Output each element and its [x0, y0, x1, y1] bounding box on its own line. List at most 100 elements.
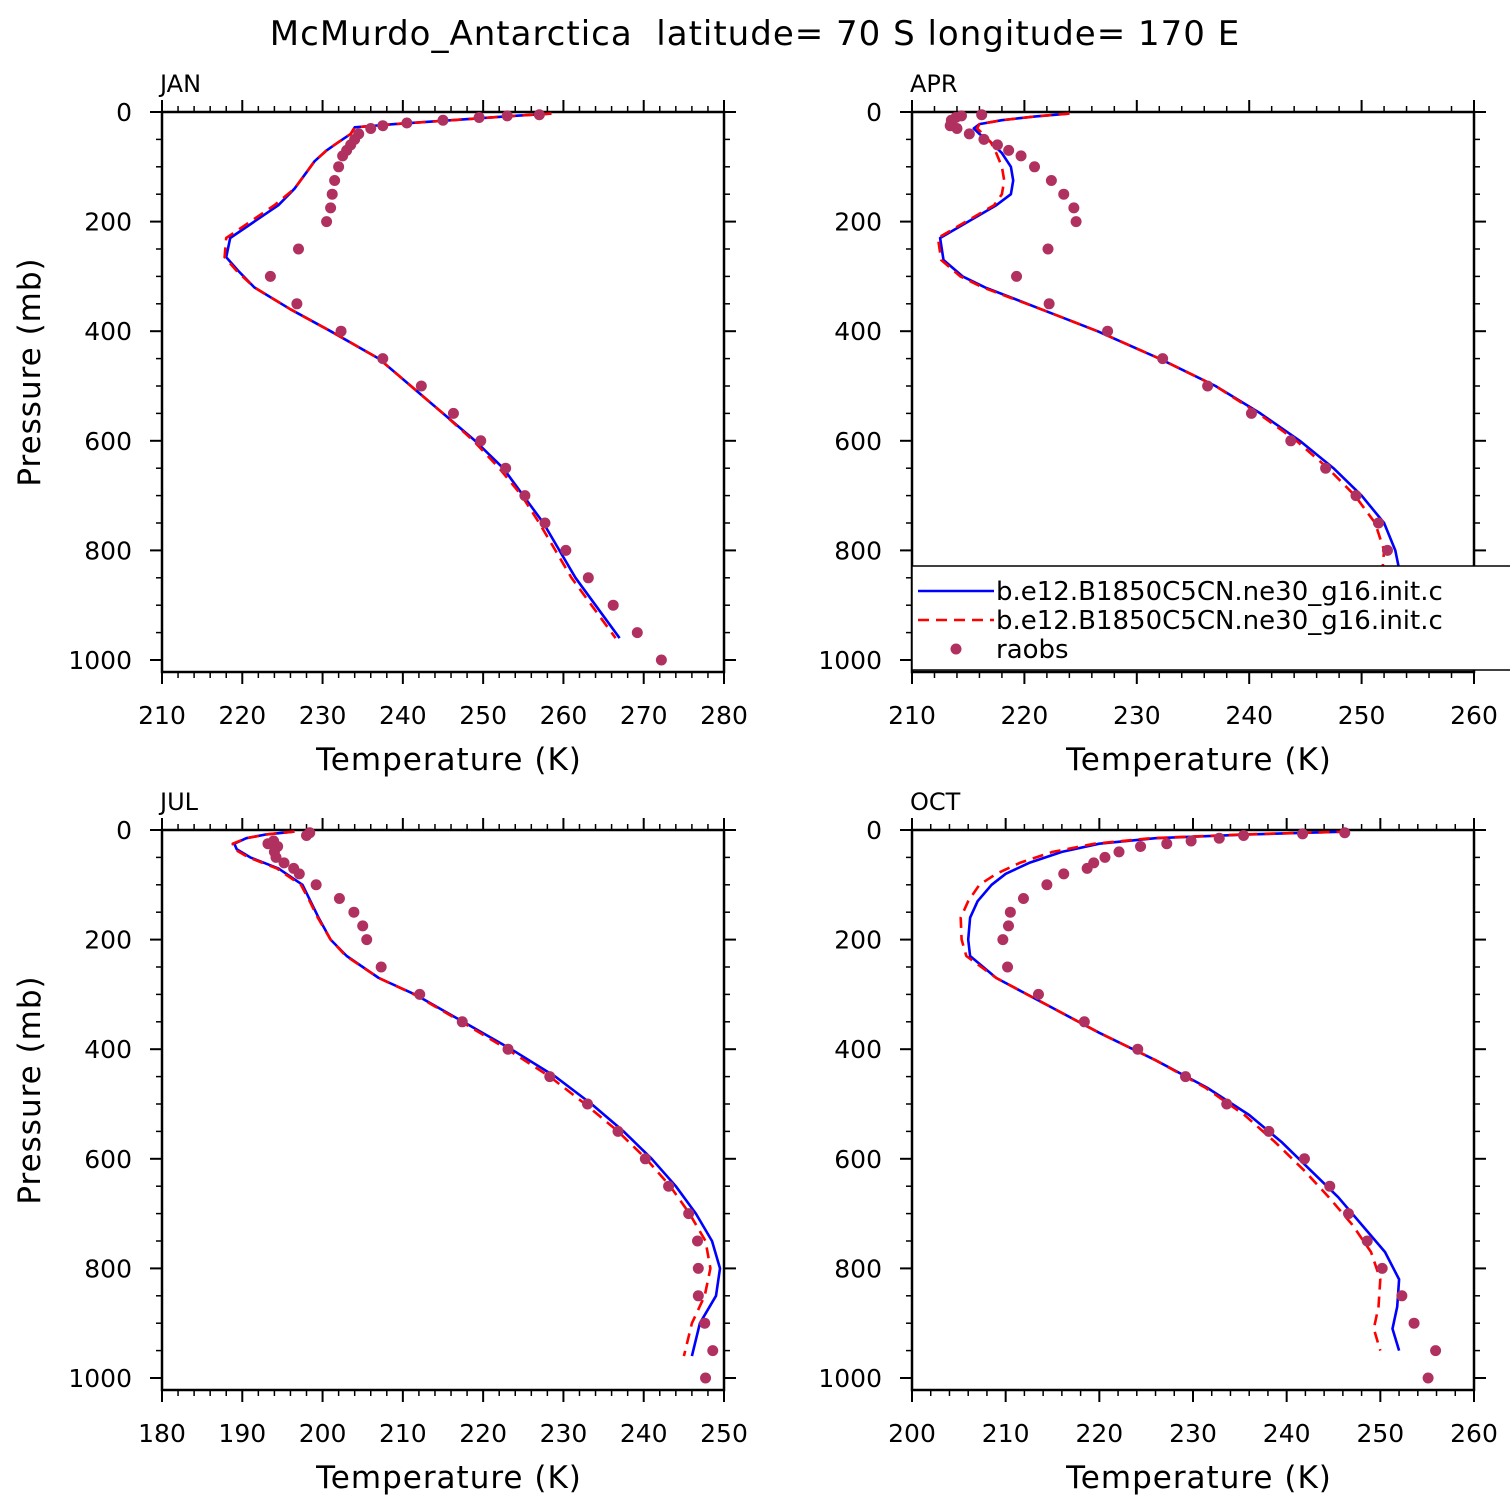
raobs-point — [655, 654, 667, 666]
legend-box — [911, 565, 1510, 671]
raobs-point — [1285, 435, 1297, 447]
series-model1-line — [938, 112, 1403, 639]
x-tick-label: 230 — [299, 701, 347, 730]
x-tick-label: 230 — [540, 1419, 588, 1448]
y-tick-label: 800 — [84, 536, 132, 565]
raobs-point — [692, 1290, 704, 1302]
raobs-point — [264, 270, 276, 282]
x-tick-label: 240 — [379, 701, 427, 730]
raobs-point — [414, 988, 426, 1000]
raobs-point — [700, 1372, 712, 1384]
x-tick-label: 220 — [1001, 701, 1049, 730]
raobs-point — [1361, 1235, 1373, 1247]
raobs-point — [501, 110, 513, 122]
x-tick-label: 250 — [1356, 1419, 1404, 1448]
y-tick-label: 200 — [84, 926, 132, 955]
raobs-point — [1135, 840, 1147, 852]
raobs-point — [1221, 1098, 1233, 1110]
raobs-point — [991, 139, 1003, 151]
raobs-point — [500, 462, 512, 474]
legend: b.e12.B1850C5CN.ne30_g16.init.cb.e12.B18… — [911, 565, 1510, 671]
y-tick-label: 600 — [834, 1145, 882, 1174]
raobs-point — [293, 868, 305, 880]
raobs-point — [692, 1262, 704, 1274]
raobs-point — [1238, 829, 1250, 841]
raobs-point — [1004, 906, 1016, 918]
raobs-point — [1376, 1262, 1388, 1274]
y-tick-label: 400 — [84, 1035, 132, 1064]
raobs-point — [1081, 862, 1093, 874]
x-tick-label: 210 — [888, 701, 936, 730]
raobs-point — [361, 934, 373, 946]
raobs-point — [1320, 462, 1332, 474]
y-tick-label: 200 — [834, 208, 882, 237]
x-tick-label: 230 — [1113, 701, 1161, 730]
series-raobs — [262, 827, 719, 1384]
y-tick-label: 800 — [84, 1254, 132, 1283]
raobs-point — [1043, 298, 1055, 310]
series-model1-line — [966, 830, 1401, 1351]
raobs-point — [1070, 216, 1082, 228]
raobs-point — [365, 122, 377, 134]
y-tick-label: 0 — [866, 98, 882, 127]
raobs-point — [357, 920, 369, 932]
raobs-point — [310, 879, 322, 891]
y-tick-label: 0 — [866, 816, 882, 845]
x-tick-label: 250 — [700, 1419, 748, 1448]
raobs-point — [415, 380, 427, 392]
panel-title: JAN — [158, 70, 201, 98]
x-tick-label: 270 — [620, 701, 668, 730]
raobs-point — [1157, 353, 1169, 365]
raobs-point — [544, 1071, 556, 1083]
x-tick-label: 260 — [1450, 1419, 1498, 1448]
x-tick-label: 240 — [1225, 701, 1273, 730]
raobs-point — [377, 353, 389, 365]
raobs-point — [333, 893, 345, 904]
raobs-point — [1003, 144, 1015, 156]
raobs-point — [1180, 1071, 1192, 1083]
raobs-point — [1213, 832, 1225, 844]
raobs-point — [1298, 1153, 1310, 1165]
raobs-point — [1011, 270, 1023, 282]
raobs-point — [1430, 1345, 1442, 1357]
raobs-point — [1185, 835, 1197, 847]
raobs-point — [539, 517, 551, 529]
x-tick-label: 230 — [1169, 1419, 1217, 1448]
series-model1-line — [233, 830, 722, 1357]
x-axis-label: Temperature (K) — [315, 742, 582, 778]
raobs-point — [1339, 827, 1351, 839]
raobs-point — [1132, 1043, 1144, 1055]
raobs-point — [612, 1125, 624, 1137]
raobs-point — [1408, 1317, 1420, 1329]
raobs-point — [1324, 1180, 1336, 1192]
x-tick-label: 240 — [620, 1419, 668, 1448]
panel-title: OCT — [910, 788, 961, 816]
y-tick-label: 400 — [834, 317, 882, 346]
x-tick-label: 210 — [379, 1419, 427, 1448]
raobs-point — [1032, 988, 1044, 1000]
panels: JAN 210 220 230 240 250 260 270 280 0 200 400 600 800… — [12, 70, 1498, 1496]
series-model2-line — [231, 830, 712, 1357]
y-tick-label: 200 — [84, 208, 132, 237]
raobs-point — [631, 627, 643, 639]
raobs-point — [502, 1043, 514, 1055]
raobs-point — [278, 857, 290, 869]
main-title: McMurdo_Antarctica latitude= 70 S longit… — [270, 14, 1240, 54]
raobs-point — [473, 111, 485, 123]
raobs-point — [325, 202, 337, 214]
plot-frame — [910, 110, 1476, 674]
raobs-point — [707, 1345, 719, 1357]
raobs-point — [692, 1235, 704, 1247]
raobs-point — [976, 109, 988, 121]
series-raobs — [944, 109, 1441, 666]
raobs-point — [683, 1208, 695, 1220]
raobs-point — [1058, 868, 1070, 880]
y-tick-label: 600 — [84, 1145, 132, 1174]
raobs-point — [699, 1317, 711, 1329]
y-tick-label: 400 — [84, 317, 132, 346]
x-tick-label: 260 — [540, 701, 588, 730]
x-tick-label: 190 — [218, 1419, 266, 1448]
raobs-point — [1002, 961, 1014, 973]
raobs-point — [1263, 1125, 1275, 1137]
